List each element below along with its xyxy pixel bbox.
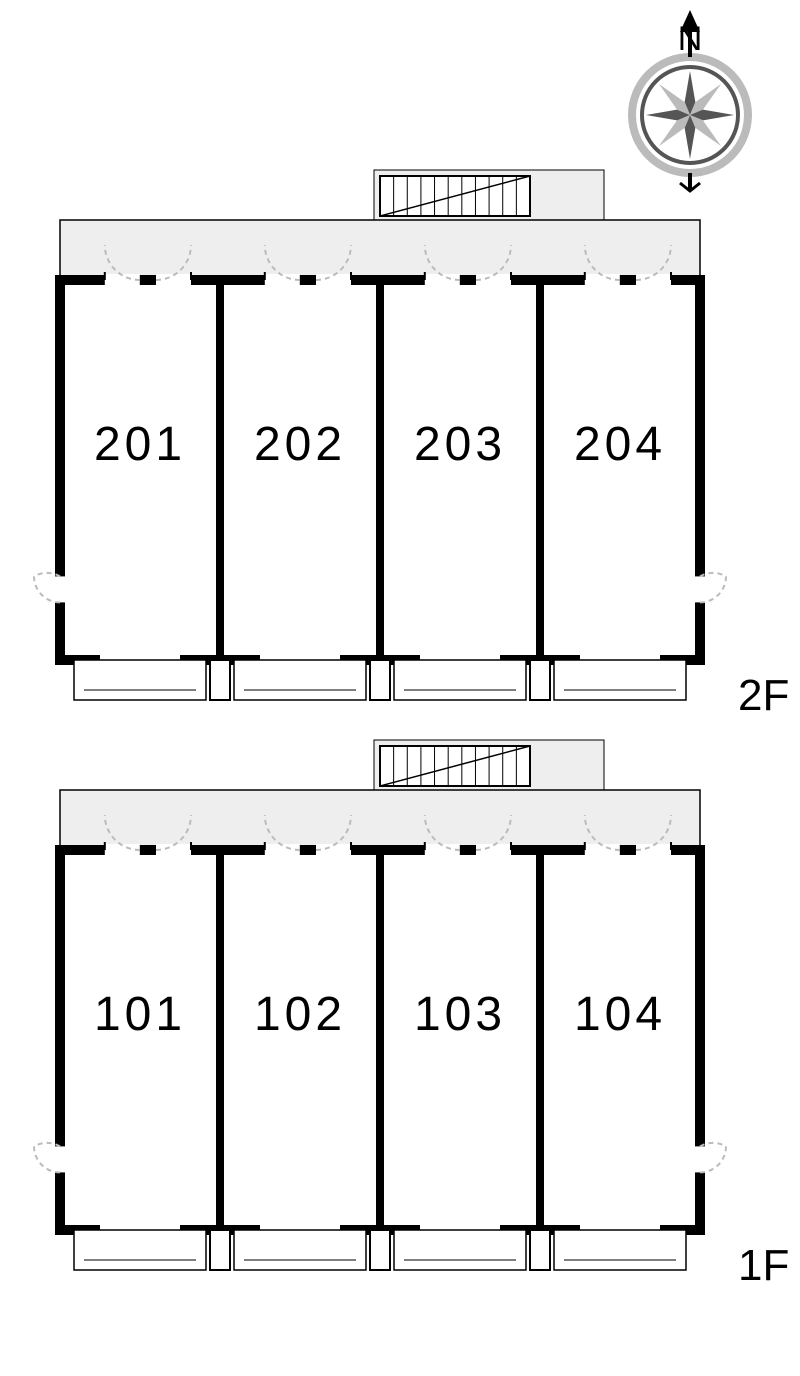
unit-label: 202	[254, 418, 346, 471]
floor-label: 1F	[738, 1241, 789, 1290]
corridor	[60, 790, 700, 850]
compass-icon: N	[632, 10, 748, 191]
compass-north-label: N	[678, 20, 703, 58]
unit-label: 103	[414, 988, 506, 1041]
unit-label: 204	[574, 418, 666, 471]
floor-plan-1F: 101 102 103 104 1F	[34, 740, 789, 1290]
unit-label: 101	[94, 988, 186, 1041]
floor-label: 2F	[738, 671, 789, 720]
floor-plan-2F: 201 202 203 204 2F	[34, 170, 789, 720]
corridor	[60, 220, 700, 280]
unit-label: 203	[414, 418, 506, 471]
unit-label: 102	[254, 988, 346, 1041]
unit-label: 201	[94, 418, 186, 471]
unit-label: 104	[574, 988, 666, 1041]
